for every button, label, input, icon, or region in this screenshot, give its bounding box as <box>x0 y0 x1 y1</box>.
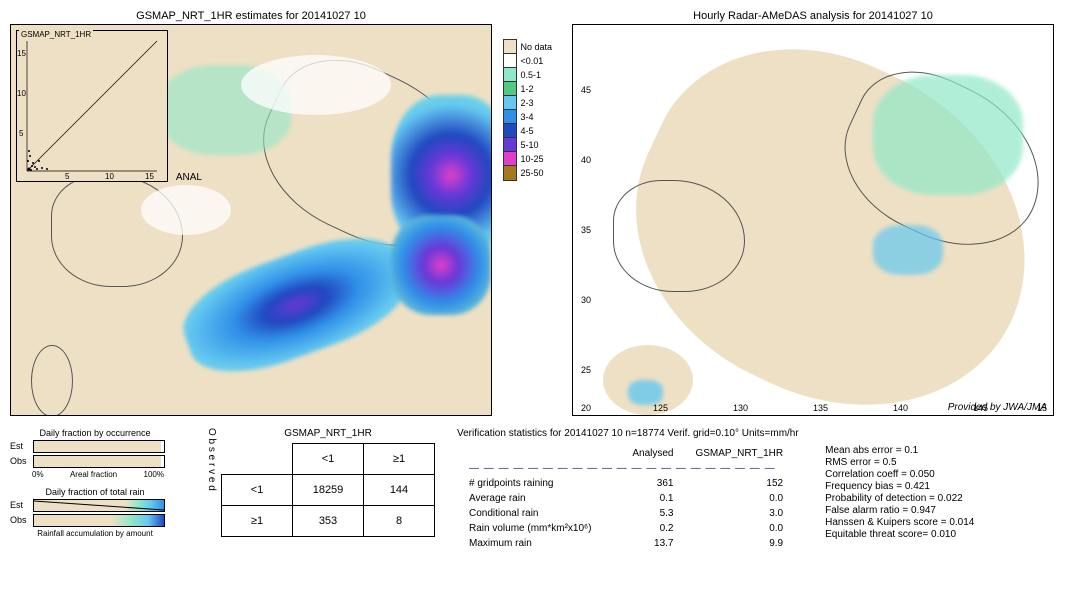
top-row: GSMAP_NRT_1HR estimates for 20141027 10 … <box>10 10 1070 416</box>
svg-text:15: 15 <box>17 49 26 58</box>
svg-text:5: 5 <box>19 129 24 138</box>
svg-text:5: 5 <box>65 172 70 181</box>
credit-label: Provided by JWA/JMA <box>948 402 1047 413</box>
left-map-title: GSMAP_NRT_1HR estimates for 20141027 10 <box>10 10 492 22</box>
contingency-table: O b s e r v e d GSMAP_NRT_1HR <1 ≥1 <1 1… <box>202 428 435 552</box>
inset-scatter: GSMAP_NRT_1HR 51015 51015 ANAL <box>16 30 168 182</box>
color-legend: No data<0.010.5-11-22-33-44-55-1010-2525… <box>503 40 552 180</box>
metrics-list: Mean abs error = 0.1RMS error = 0.5Corre… <box>825 445 974 552</box>
anal-label: ANAL <box>176 172 202 183</box>
svg-text:10: 10 <box>17 89 26 98</box>
total-title: Daily fraction of total rain <box>10 487 180 497</box>
right-map-title: Hourly Radar-AMeDAS analysis for 2014102… <box>572 10 1054 22</box>
svg-text:15: 15 <box>145 172 154 181</box>
bottom-row: Daily fraction by occurrence Est Obs 0% … <box>10 428 1070 552</box>
stats-table: Analysed GSMAP_NRT_1HR — — — — — — — — —… <box>457 445 795 552</box>
left-map-panel: GSMAP_NRT_1HR estimates for 20141027 10 … <box>10 10 492 416</box>
svg-text:10: 10 <box>105 172 114 181</box>
occurrence-title: Daily fraction by occurrence <box>10 428 180 438</box>
left-map-box: GSMAP_NRT_1HR 51015 51015 ANAL <box>10 24 492 416</box>
contingency-title: GSMAP_NRT_1HR <box>221 428 435 439</box>
right-map-panel: Hourly Radar-AMeDAS analysis for 2014102… <box>572 10 1054 416</box>
right-map-box: 45 40 35 30 25 20 125 130 135 140 145 15… <box>572 24 1054 416</box>
bars-column: Daily fraction by occurrence Est Obs 0% … <box>10 428 180 552</box>
observed-side-label: O b s e r v e d <box>202 428 221 552</box>
stats-column: Verification statistics for 20141027 10 … <box>457 428 1070 552</box>
stats-title: Verification statistics for 20141027 10 … <box>457 428 1070 439</box>
